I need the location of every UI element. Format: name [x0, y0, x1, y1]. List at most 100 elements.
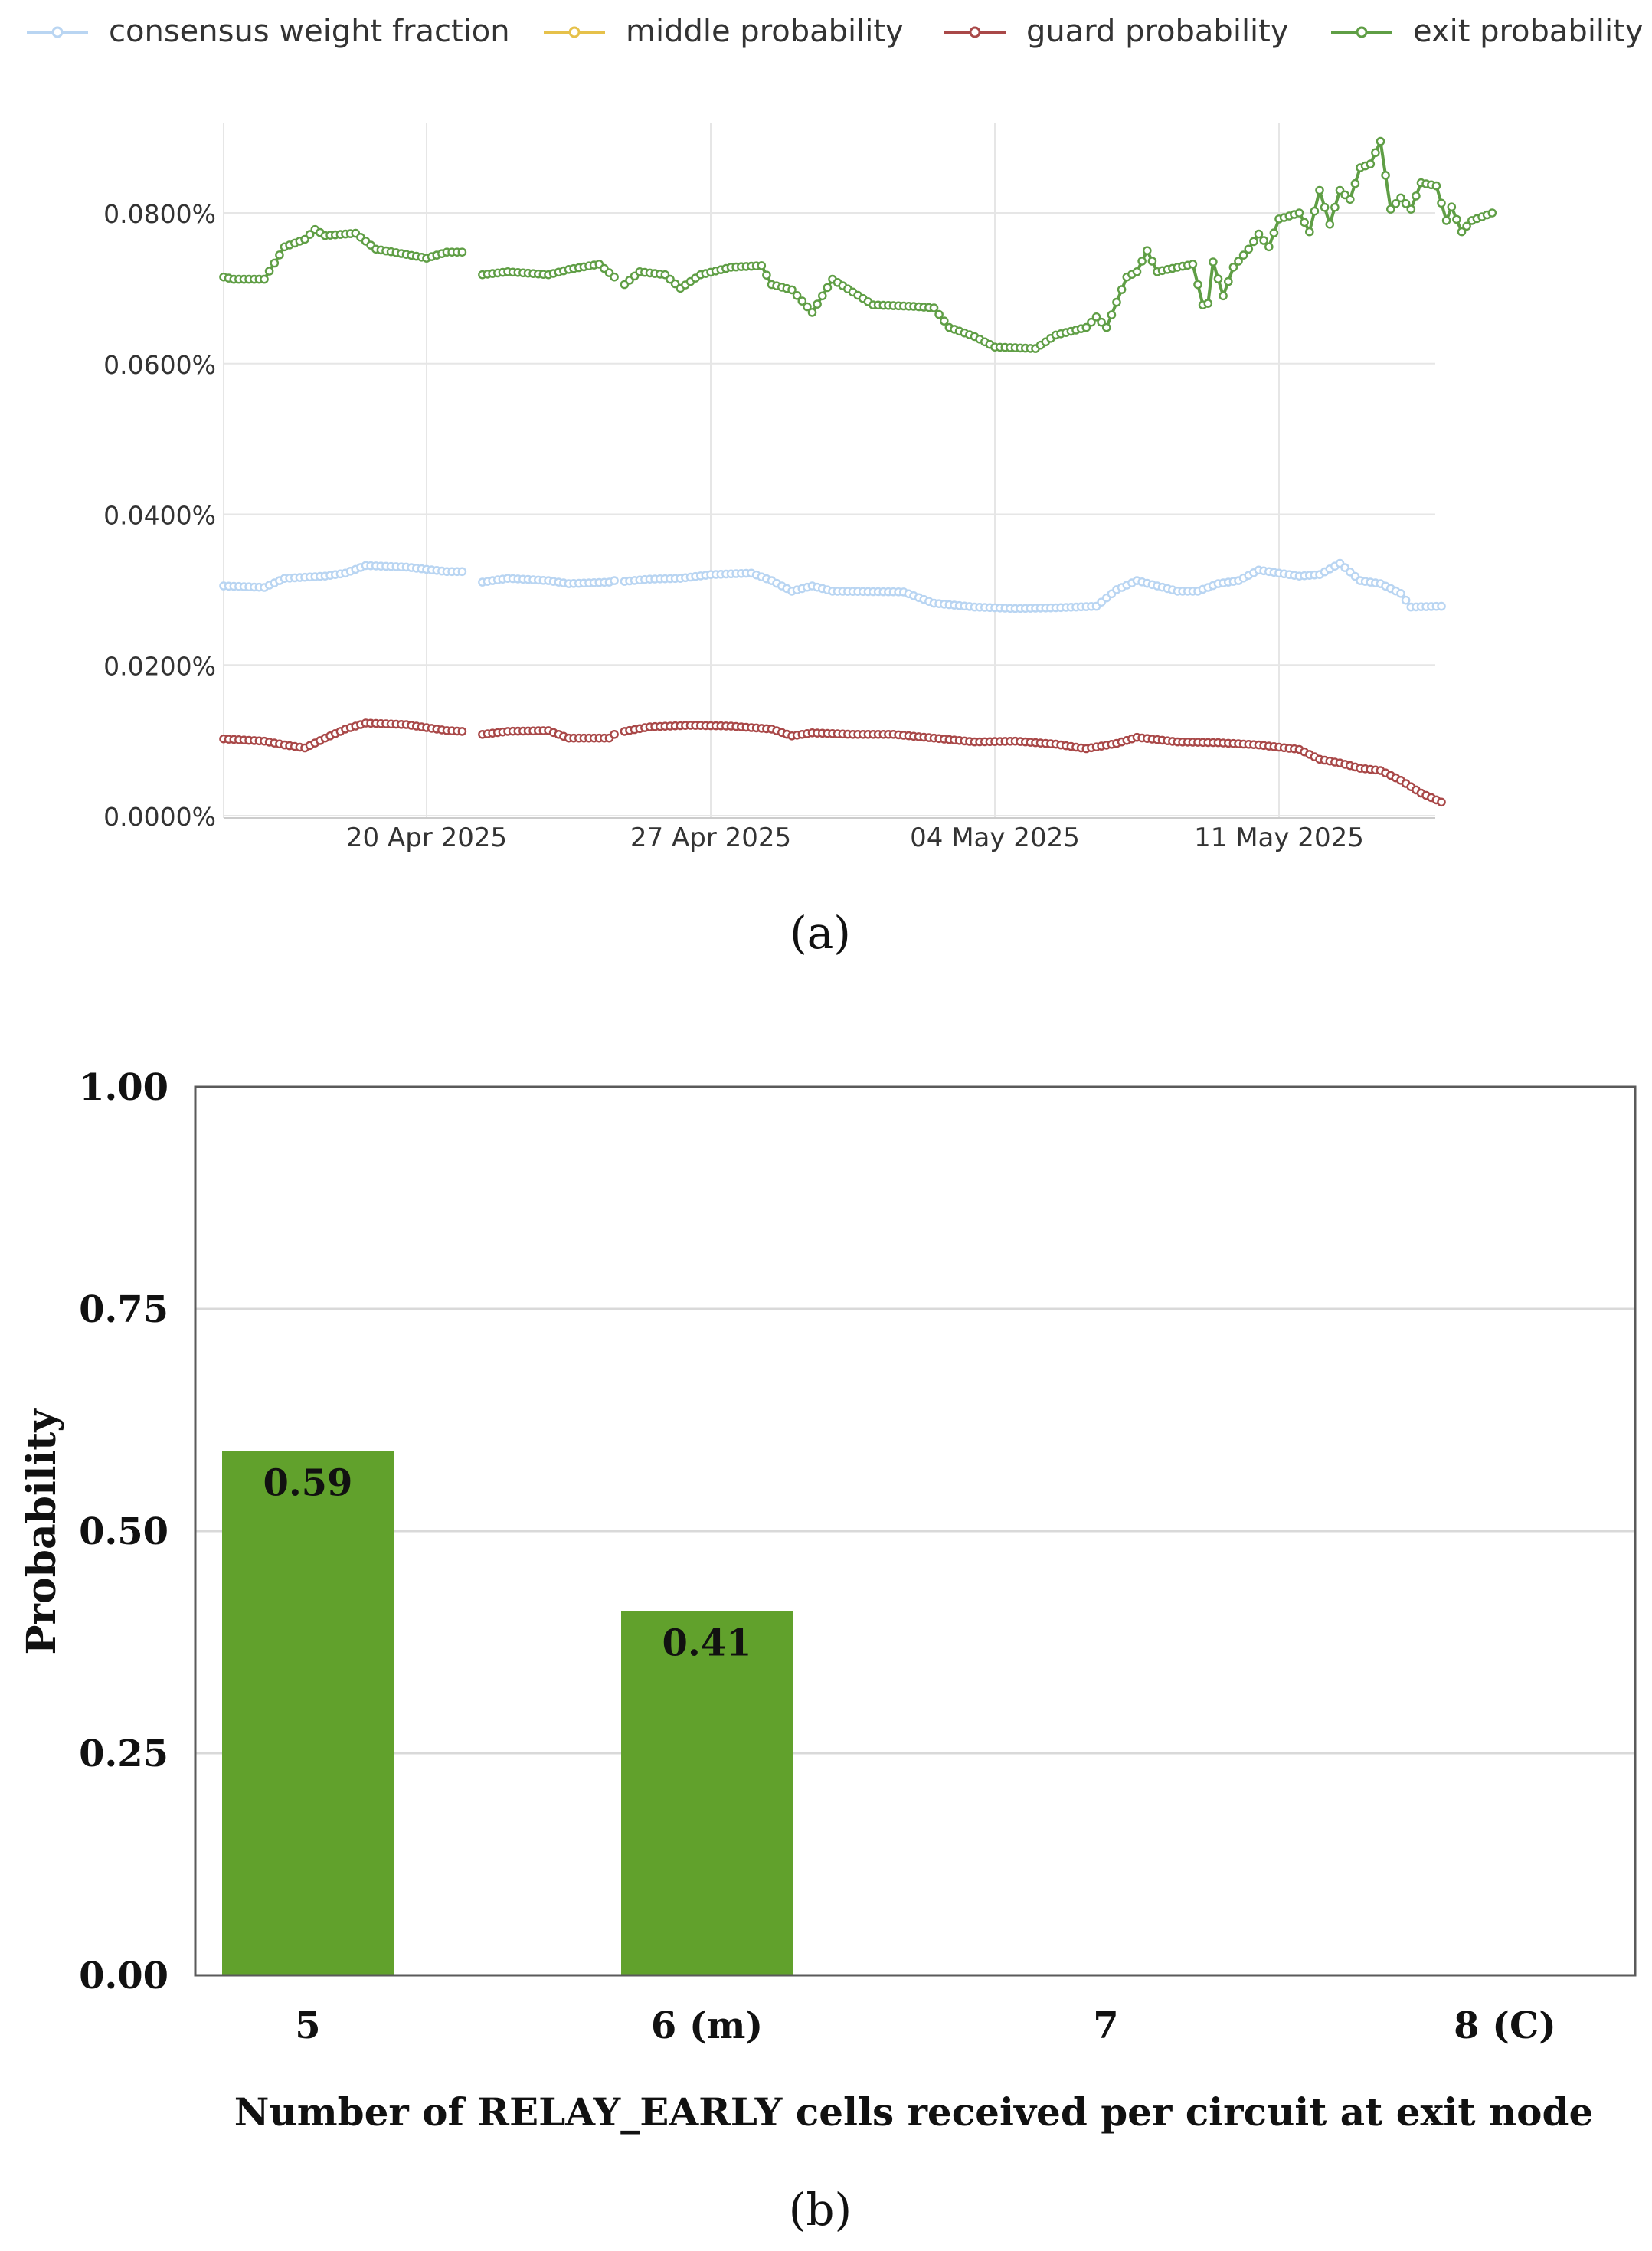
data-point	[1264, 242, 1274, 252]
data-point	[813, 299, 822, 309]
data-point	[610, 272, 619, 282]
data-point	[1320, 202, 1330, 212]
data-point	[1112, 297, 1121, 307]
data-point	[1224, 276, 1233, 286]
data-point	[757, 261, 767, 270]
y-tick-label: 0.0200%	[103, 651, 216, 681]
data-point	[1209, 257, 1218, 267]
y-tick-label: 0.75	[79, 1288, 168, 1331]
data-point	[1147, 257, 1157, 266]
series-exit-probability	[219, 136, 1497, 353]
x-tick-label: 8 (C)	[1454, 2004, 1556, 2047]
data-point	[1244, 244, 1254, 254]
bar-chart-x-tick-labels: 5 6 (m) 7 8 (C)	[295, 2004, 1556, 2047]
bar-value-label: 0.41	[662, 1621, 752, 1664]
data-point	[792, 290, 802, 300]
legend-swatch-marker	[1356, 26, 1368, 38]
data-point	[1487, 208, 1497, 218]
data-point	[1325, 219, 1335, 229]
data-point	[818, 291, 827, 301]
y-tick-label: 0.0600%	[103, 350, 216, 380]
data-point	[823, 283, 833, 293]
data-point	[934, 309, 944, 319]
data-point	[1462, 221, 1471, 231]
data-point	[1396, 193, 1405, 203]
data-point	[1457, 227, 1467, 237]
data-point	[1376, 136, 1385, 146]
x-tick-label: 20 Apr 2025	[346, 823, 507, 853]
series-guard-probability	[219, 718, 1446, 807]
x-tick-label: 04 May 2025	[910, 823, 1080, 853]
y-tick-label: 0.0000%	[103, 802, 216, 832]
data-point	[807, 308, 817, 317]
data-point	[1193, 280, 1202, 290]
data-point	[1234, 257, 1243, 266]
data-point	[1259, 236, 1268, 245]
data-point	[1203, 299, 1213, 308]
legend-swatch-marker	[51, 26, 64, 38]
data-point	[1330, 202, 1340, 212]
data-point	[1315, 185, 1324, 195]
data-point	[1401, 198, 1411, 208]
x-tick-label: 6 (m)	[651, 2004, 763, 2047]
data-point	[1441, 216, 1451, 225]
bar-chart-y-tick-labels: 0.00 0.25 0.50 0.75 1.00	[79, 1066, 168, 1997]
panel-b-label: (b)	[789, 2184, 852, 2236]
data-point	[1091, 312, 1101, 322]
data-point	[940, 316, 949, 326]
data-point	[457, 727, 467, 736]
data-point	[1437, 797, 1446, 807]
data-point	[1213, 274, 1223, 283]
y-tick-label: 0.0400%	[103, 501, 216, 531]
data-point	[1366, 159, 1376, 168]
data-point	[275, 250, 284, 260]
data-point	[762, 270, 771, 280]
data-point	[264, 267, 274, 276]
data-point	[1254, 229, 1264, 239]
data-point	[1412, 191, 1421, 201]
data-point	[1081, 322, 1091, 332]
data-point	[1371, 148, 1380, 158]
data-point	[1431, 181, 1441, 191]
bar-6-m: 0.41	[621, 1611, 793, 1975]
data-point	[1249, 237, 1258, 247]
data-point	[1346, 195, 1355, 204]
timeseries-gridlines	[223, 123, 1435, 818]
data-point	[1386, 204, 1395, 214]
timeseries-chart: consensus weight fraction middle probabil…	[27, 14, 1644, 853]
bar-chart: 0.59 0.41 0.00 0.25 0.50 0.75 1.00 5 6 (m) 7 8 (…	[18, 1066, 1637, 2135]
legend-item-middle-probability: middle probability	[544, 14, 904, 49]
y-tick-label: 0.25	[79, 1732, 168, 1775]
y-tick-label: 0.50	[79, 1510, 168, 1553]
y-tick-label: 0.00	[79, 1955, 168, 1997]
bar-value-label: 0.59	[263, 1462, 353, 1505]
legend-item-guard-probability: guard probability	[944, 14, 1289, 49]
data-point	[1406, 204, 1416, 214]
data-point	[457, 567, 467, 577]
data-point	[1396, 589, 1405, 598]
legend-label: guard probability	[1026, 14, 1289, 49]
data-point	[1452, 214, 1461, 224]
legend-label: consensus weight fraction	[109, 14, 510, 49]
timeseries-series	[219, 136, 1497, 807]
data-point	[1294, 208, 1304, 218]
data-point	[1228, 263, 1238, 272]
data-point	[1381, 171, 1390, 180]
data-point	[1219, 291, 1228, 301]
bar-chart-bars: 0.59 0.41	[222, 1451, 793, 1975]
x-tick-label: 11 May 2025	[1194, 823, 1364, 853]
legend-swatch-marker	[568, 26, 581, 38]
data-point	[260, 274, 269, 284]
data-point	[270, 258, 280, 268]
data-point	[1305, 227, 1314, 237]
data-point	[797, 296, 807, 306]
bar	[222, 1451, 394, 1975]
data-point	[929, 303, 939, 312]
data-point	[1137, 257, 1147, 266]
legend-item-consensus-weight-fraction: consensus weight fraction	[27, 14, 510, 49]
legend-item-exit-probability: exit probability	[1331, 14, 1644, 49]
panel-a-label: (a)	[790, 907, 851, 959]
data-point	[1117, 285, 1127, 294]
data-point	[1107, 310, 1117, 319]
